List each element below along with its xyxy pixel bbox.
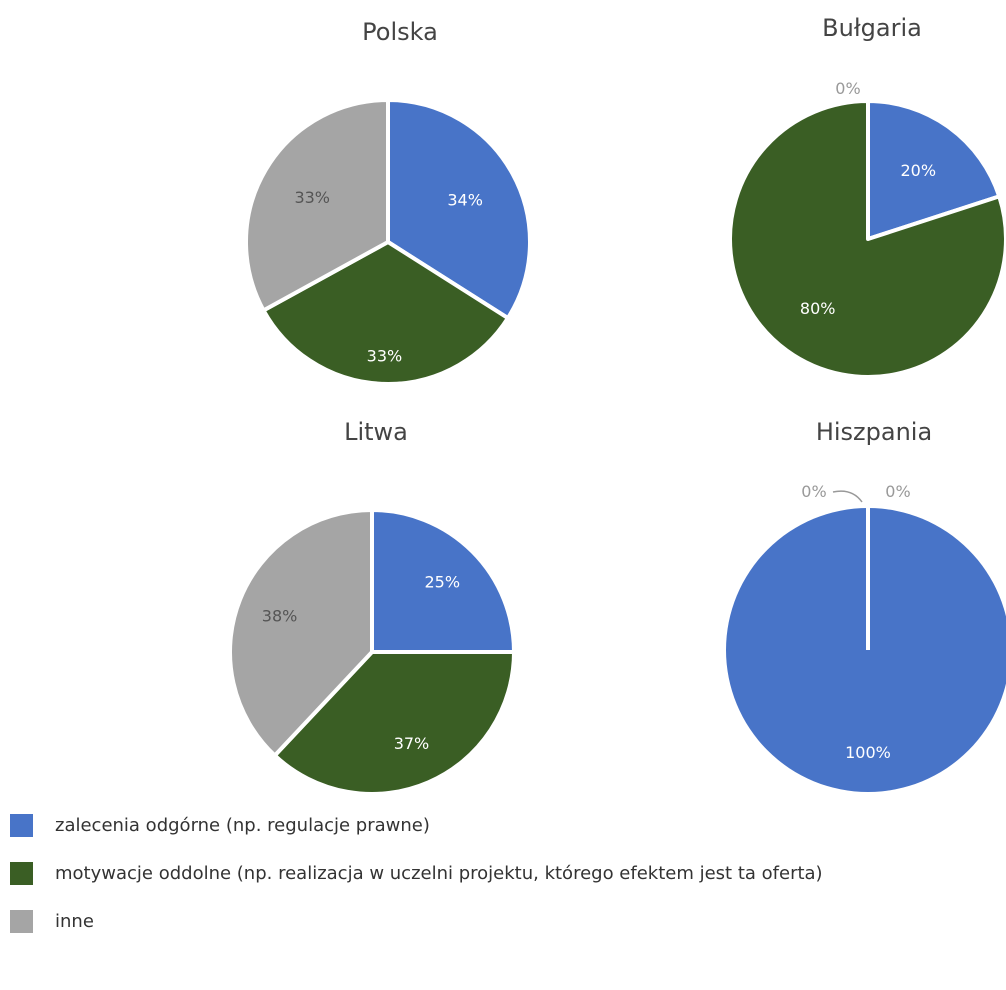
slice-label-zalecenia: 34% [447, 191, 483, 210]
pie-slice-inne [244, 98, 390, 313]
pie-chart-2: Bułgaria 20% 80% 0% [728, 14, 1006, 379]
legend-label-zalecenia: zalecenia odgórne (np. regulacje prawne) [55, 814, 430, 836]
pie-slice-zalecenia [866, 99, 1002, 241]
pie-slice-motywacje [728, 99, 1006, 379]
legend-swatch-zalecenia [10, 813, 33, 837]
slice-label-inne-zero: 0% [885, 482, 910, 501]
chart-title: Bułgaria [822, 14, 922, 42]
slice-label-zalecenia: 20% [901, 161, 937, 180]
pie-chart-3: Litwa 25% 37% 38% [228, 418, 516, 796]
pie-chart-4: Hiszpania 100% 0% 0% [726, 418, 1006, 792]
pie-slice-zalecenia [370, 508, 516, 654]
legend-swatch-motywacje [10, 861, 33, 885]
legend-item-zalecenia: zalecenia odgórne (np. regulacje prawne) [10, 810, 430, 840]
chart-title: Litwa [344, 418, 408, 446]
legend-label-motywacje: motywacje oddolne (np. realizacja w ucze… [55, 862, 823, 884]
slice-label-zalecenia: 100% [845, 743, 891, 762]
legend-item-inne: inne [10, 906, 94, 936]
legend-label-inne: inne [55, 910, 94, 932]
slice-label-zalecenia: 25% [425, 573, 461, 592]
legend-item-motywacje: motywacje oddolne (np. realizacja w ucze… [10, 858, 823, 888]
pie-slice-inne [228, 508, 374, 758]
chart-title: Polska [362, 18, 438, 46]
slice-label-motywacje: 80% [800, 299, 836, 318]
slice-label-inne-zero: 0% [835, 79, 860, 98]
slice-label-inne: 38% [262, 606, 298, 625]
legend-swatch-inne [10, 909, 33, 933]
slice-label-motywacje-zero: 0% [801, 482, 826, 501]
pie-slice-motywacje [272, 650, 516, 796]
slice-label-inne: 33% [294, 188, 330, 207]
pie-chart-1: Polska 34% 33% 33% [244, 18, 532, 386]
zero-label-leader [832, 490, 863, 503]
chart-title: Hiszpania [816, 418, 932, 446]
slice-label-motywacje: 33% [367, 347, 403, 366]
slice-label-motywacje: 37% [394, 734, 430, 753]
